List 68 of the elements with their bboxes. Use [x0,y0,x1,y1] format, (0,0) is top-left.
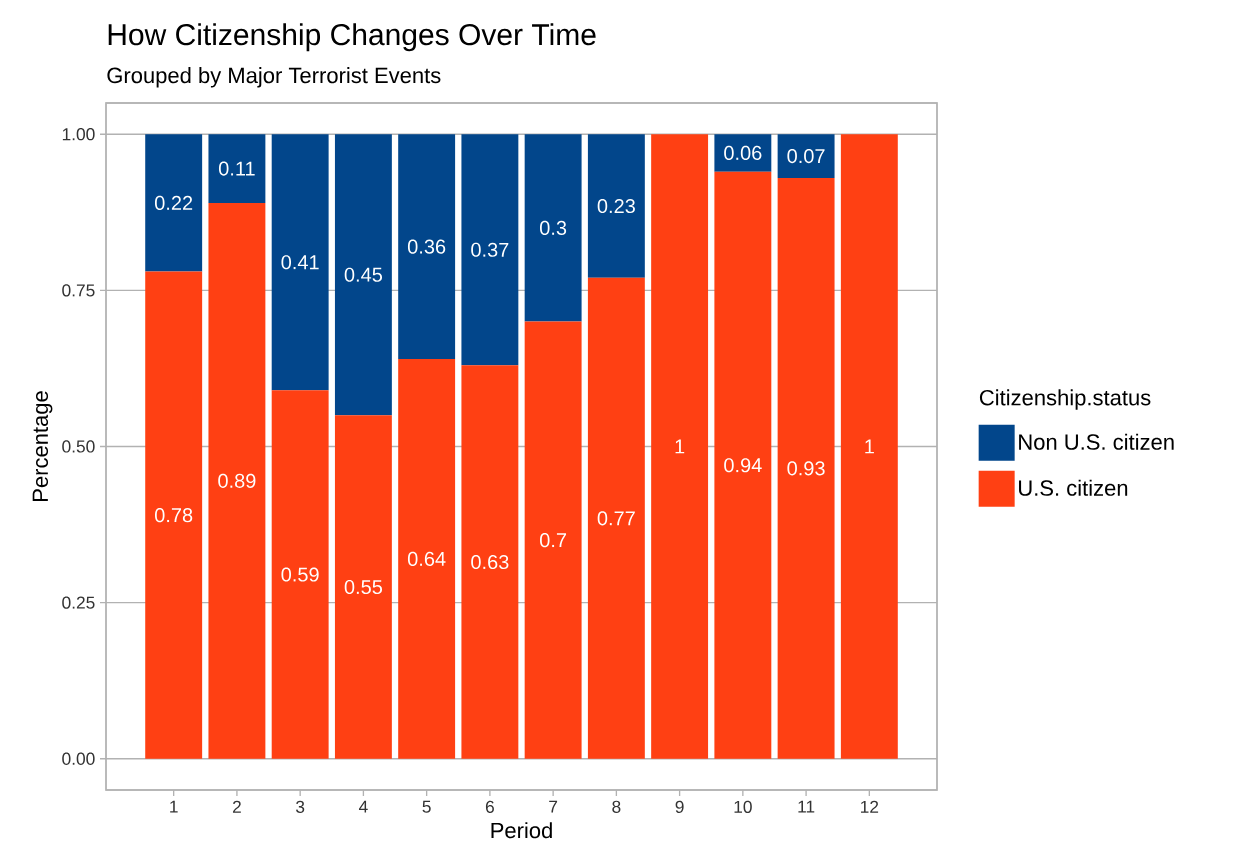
data-label: 0.23 [597,198,635,214]
y-tick-label: 0.00 [62,752,95,765]
legend-label: Non U.S. citizen [1019,433,1174,450]
bar [777,177,835,759]
y-tick-label: 1.00 [62,128,95,141]
bar [777,134,835,178]
data-label: 0.63 [471,554,509,570]
bar [145,134,203,272]
legend-label: U.S. citizen [1019,479,1128,496]
data-label: 1 [675,439,685,454]
bar [334,134,392,416]
data-label: 0.36 [407,239,446,254]
bar [271,390,329,759]
x-tick-label: 11 [798,800,815,813]
chart-subtitle: Grouped by Major Terrorist Events [107,67,441,88]
data-label: 0.37 [471,242,509,257]
x-tick-label: 2 [232,800,241,813]
bar [334,415,392,759]
data-label: 0.77 [597,511,635,526]
legend-title: Citizenship.status [979,389,1151,410]
x-tick-label: 12 [861,800,879,813]
x-tick-label: 4 [358,800,368,813]
bar [398,359,456,759]
x-tick-label: 5 [422,800,431,813]
x-tick-label: 10 [734,800,752,813]
y-axis-title: Percentage [32,391,53,501]
bar [524,134,582,322]
chart-title: How Citizenship Changes Over Time [108,23,596,52]
bar [461,134,519,366]
x-tick-label: 6 [485,800,494,813]
bar [461,365,519,759]
y-tick-label: 0.75 [62,284,95,297]
bar [587,134,645,278]
data-label: 0.59 [281,567,319,582]
data-label: 1 [865,439,874,454]
data-label: 0.7 [540,533,567,548]
data-label: 0.78 [154,508,193,523]
x-tick-label: 7 [549,800,558,813]
bar [271,134,329,391]
x-tick-label: 1 [170,800,178,813]
data-label: 0.94 [724,458,762,473]
data-label: 0.89 [218,473,256,488]
bar [714,171,772,759]
data-label: 0.11 [218,161,255,176]
bar [145,271,203,759]
bar [208,202,266,759]
x-axis-title: Period [491,822,552,839]
bar [398,134,456,360]
bar [840,134,898,759]
x-tick-label: 8 [612,800,621,813]
bar [714,134,772,172]
data-label: 0.06 [724,145,762,161]
data-label: 0.55 [344,579,383,595]
bar [651,134,709,759]
y-tick-label: 0.25 [62,596,95,609]
data-label: 0.07 [787,148,825,164]
data-label: 0.3 [540,220,567,235]
y-tick-label: 0.50 [62,440,95,453]
bar [587,277,645,759]
x-tick-label: 3 [296,800,305,813]
data-label: 0.64 [407,551,446,566]
x-tick-label: 9 [675,800,684,813]
data-label: 0.93 [787,461,825,476]
data-label: 0.22 [154,195,193,210]
bar [524,321,582,759]
data-label: 0.41 [281,255,319,270]
data-label: 0.45 [344,267,383,282]
bar [208,134,266,203]
